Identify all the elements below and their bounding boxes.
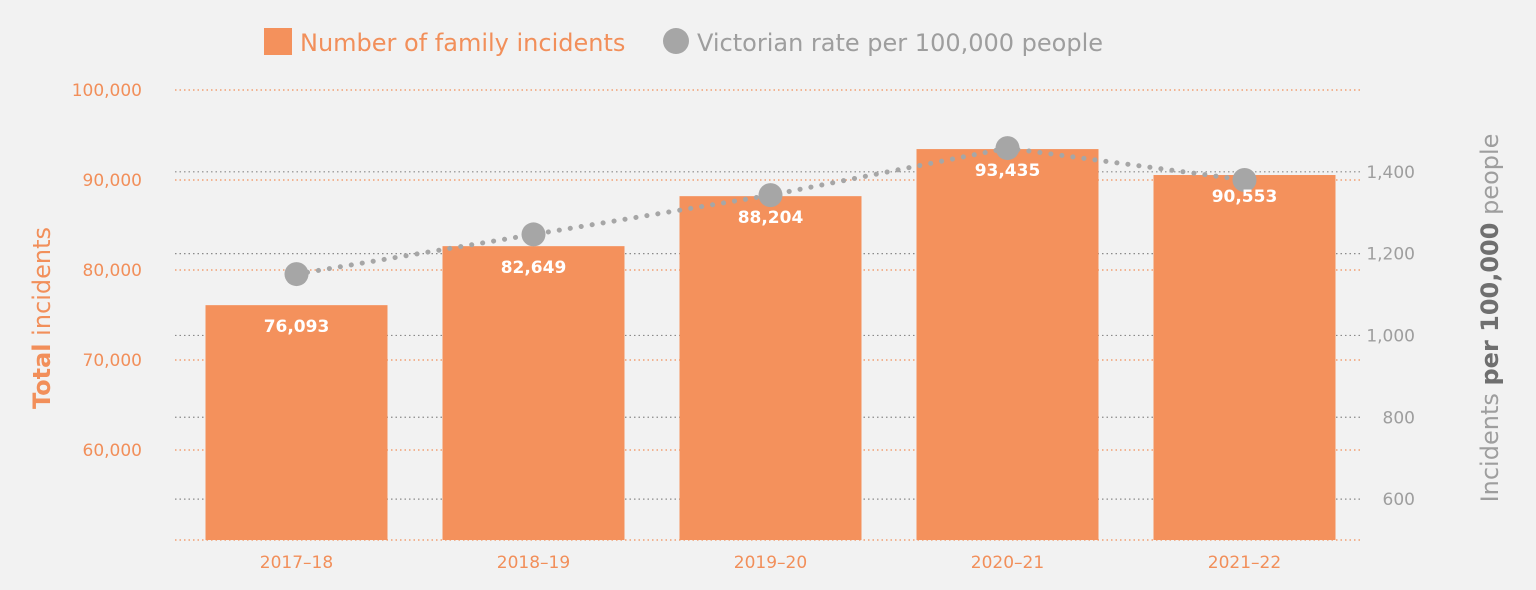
left-tick-label: 80,000 [83,261,142,281]
legend: Number of family incidents Victorian rat… [264,28,1103,57]
right-axis-title: Incidents per 100,000 people [1476,134,1504,503]
right-tick-label: 1,200 [1366,245,1415,265]
left-axis-title-bold: Total [28,343,56,409]
bar [1153,175,1336,540]
bar [916,149,1099,540]
bar-value-label: 76,093 [264,317,330,337]
rate-point [758,183,783,208]
x-tick-label: 2020–21 [971,553,1044,573]
right-axis-title-post: people [1476,134,1504,223]
left-axis-title: Total incidents [28,227,56,409]
rate-point [1232,168,1257,192]
right-tick-label: 800 [1383,408,1415,428]
right-tick-label: 1,400 [1366,163,1415,183]
bar [679,196,862,540]
right-tick-label: 600 [1383,490,1415,510]
left-tick-label: 90,000 [83,171,142,191]
bar-value-label: 93,435 [975,161,1041,181]
x-tick-label: 2017–18 [260,553,333,573]
labels: 60,000 70,000 80,000 90,000 100,000 600 800 1,0… [72,81,1415,573]
left-tick-label: 100,000 [72,81,142,101]
rate-point [284,262,309,287]
rate-point [521,222,546,247]
bar [205,305,388,540]
left-tick-label: 60,000 [83,441,142,461]
left-axis-title-rest: incidents [28,227,56,344]
rate-line [284,136,1257,287]
x-tick-label: 2019–20 [734,553,807,573]
rate-point [995,136,1020,161]
bars [205,149,1336,540]
legend-label-incidents: Number of family incidents [300,29,625,57]
right-axis-title-pre: Incidents [1476,386,1504,503]
legend-marker-rate [663,28,689,54]
bar-value-label: 88,204 [738,208,804,228]
right-tick-label: 1,000 [1366,326,1415,346]
bar-value-label: 82,649 [501,258,567,278]
x-tick-label: 2018–19 [497,553,570,573]
right-axis-title-bold: per 100,000 [1476,223,1504,386]
legend-label-rate: Victorian rate per 100,000 people [697,29,1103,57]
legend-swatch-incidents [264,28,292,55]
x-tick-label: 2021–22 [1208,553,1281,573]
bar [442,246,625,540]
bar-value-label: 90,553 [1212,187,1278,207]
left-tick-label: 70,000 [83,351,142,371]
